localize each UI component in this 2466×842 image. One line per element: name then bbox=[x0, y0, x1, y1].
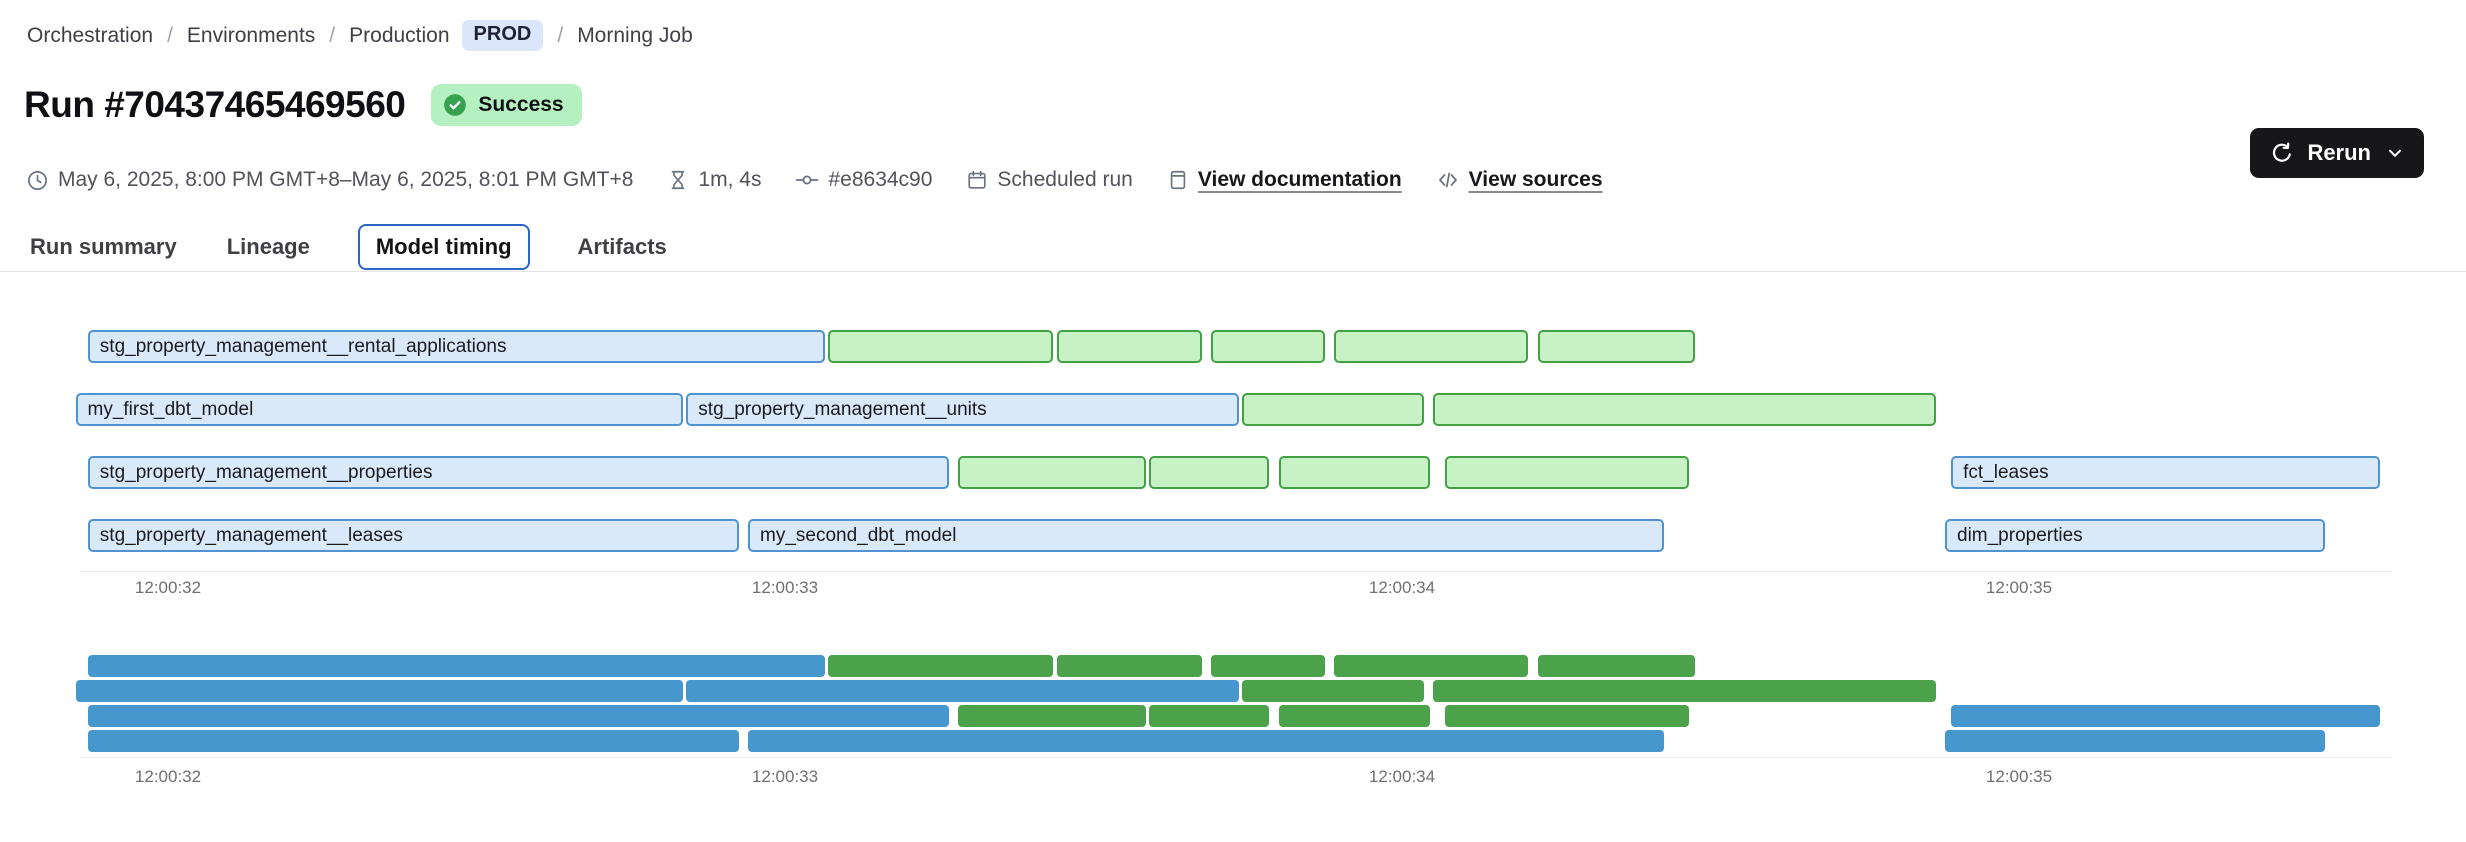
minimap-bar-model[interactable] bbox=[75, 680, 684, 702]
view-documentation-link[interactable]: View documentation bbox=[1197, 168, 1402, 191]
breadcrumb-morning-job[interactable]: Morning Job bbox=[577, 23, 693, 47]
axis-tick-label: 12:00:34 bbox=[1368, 767, 1436, 786]
breadcrumb-separator: / bbox=[329, 23, 336, 47]
minimap-bar-model[interactable] bbox=[87, 705, 949, 727]
gantt-bar-test[interactable] bbox=[1334, 330, 1529, 363]
minimap-bar-test[interactable] bbox=[1334, 655, 1529, 677]
rerun-button[interactable]: Rerun bbox=[2250, 128, 2424, 178]
minimap-bar-model[interactable] bbox=[1951, 705, 2380, 727]
tab-lineage[interactable]: Lineage bbox=[226, 234, 310, 259]
gantt-bar-model[interactable]: my_first_dbt_model bbox=[75, 393, 684, 426]
commit-icon bbox=[796, 175, 819, 185]
check-circle-icon bbox=[444, 94, 467, 116]
minimap-bar-model[interactable] bbox=[87, 730, 739, 752]
gantt-bar-model[interactable]: stg_property_management__rental_applicat… bbox=[87, 330, 826, 363]
gantt-bar-model[interactable]: dim_properties bbox=[1945, 519, 2325, 552]
minimap-bar-model[interactable] bbox=[748, 730, 1665, 752]
minimap-bar-test[interactable] bbox=[1210, 655, 1325, 677]
document-icon bbox=[1170, 170, 1186, 190]
axis-tick-label: 12:00:33 bbox=[751, 578, 819, 597]
minimap-bar-test[interactable] bbox=[1445, 705, 1689, 727]
tabs-divider bbox=[0, 271, 2466, 272]
minimap-bar-test[interactable] bbox=[1149, 705, 1270, 727]
calendar-icon bbox=[968, 170, 987, 189]
hourglass-icon bbox=[672, 170, 685, 190]
title-row: Run #70437465469560 Success bbox=[24, 84, 582, 126]
axis-tick-label: 12:00:32 bbox=[134, 767, 202, 786]
minimap-bar-test[interactable] bbox=[1432, 680, 1936, 702]
env-badge-prod: PROD bbox=[461, 20, 544, 51]
gantt-bar-test[interactable] bbox=[1241, 393, 1424, 426]
status-badge-label: Success bbox=[478, 93, 564, 116]
minimap-bar-test[interactable] bbox=[957, 705, 1147, 727]
gantt-bar-test[interactable] bbox=[1432, 393, 1936, 426]
status-badge: Success bbox=[431, 84, 582, 126]
tab-artifacts[interactable]: Artifacts bbox=[577, 234, 667, 259]
minimap-bar-test[interactable] bbox=[1278, 705, 1430, 727]
view-documentation: View documentation bbox=[1167, 168, 1402, 192]
gantt-axis-line bbox=[80, 571, 2392, 572]
gantt-bar-test[interactable] bbox=[1445, 456, 1689, 489]
tab-run-summary[interactable]: Run summary bbox=[30, 234, 177, 259]
gantt-bar-test[interactable] bbox=[957, 456, 1147, 489]
rerun-button-label: Rerun bbox=[2307, 140, 2371, 165]
gantt-bar-model[interactable]: fct_leases bbox=[1951, 456, 2380, 489]
minimap-bar-test[interactable] bbox=[1537, 655, 1696, 677]
view-sources-link[interactable]: View sources bbox=[1468, 168, 1603, 191]
gantt-bar-model[interactable]: stg_property_management__leases bbox=[87, 519, 739, 552]
axis-tick-label: 12:00:35 bbox=[1985, 578, 2053, 597]
breadcrumb-orchestration[interactable]: Orchestration bbox=[27, 23, 154, 47]
tab-model-timing[interactable]: Model timing bbox=[357, 224, 530, 270]
gantt-bar-test[interactable] bbox=[1056, 330, 1202, 363]
axis-tick-label: 12:00:34 bbox=[1368, 578, 1436, 597]
minimap-axis-line bbox=[80, 757, 2392, 758]
breadcrumb-production[interactable]: Production bbox=[349, 23, 450, 47]
gantt-bar-model[interactable]: stg_property_management__properties bbox=[87, 456, 949, 489]
minimap-bar-model[interactable] bbox=[686, 680, 1239, 702]
minimap-bar-test[interactable] bbox=[828, 655, 1054, 677]
run-duration-text: 1m, 4s bbox=[698, 168, 762, 191]
gantt-bar-model[interactable]: stg_property_management__units bbox=[686, 393, 1239, 426]
breadcrumb: Orchestration / Environments / Productio… bbox=[27, 20, 693, 51]
code-icon bbox=[1438, 172, 1457, 188]
tab-bar: Run summary Lineage Model timing Artifac… bbox=[28, 224, 669, 270]
run-duration: 1m, 4s bbox=[667, 168, 761, 192]
axis-tick-label: 12:00:33 bbox=[751, 767, 819, 786]
breadcrumb-separator: / bbox=[557, 23, 564, 47]
minimap-bar-test[interactable] bbox=[1056, 655, 1202, 677]
gantt-bar-model[interactable]: my_second_dbt_model bbox=[748, 519, 1665, 552]
run-meta-row: May 6, 2025, 8:00 PM GMT+8–May 6, 2025, … bbox=[26, 168, 1603, 192]
run-commit-text: #e8634c90 bbox=[828, 168, 933, 191]
gantt-bar-test[interactable] bbox=[1537, 330, 1696, 363]
run-commit: #e8634c90 bbox=[795, 168, 932, 192]
clock-icon bbox=[28, 170, 47, 190]
axis-tick-label: 12:00:35 bbox=[1985, 767, 2053, 786]
run-time-range: May 6, 2025, 8:00 PM GMT+8–May 6, 2025, … bbox=[26, 168, 633, 192]
view-sources: View sources bbox=[1436, 168, 1603, 192]
refresh-icon bbox=[2273, 142, 2292, 162]
minimap-bar-test[interactable] bbox=[1241, 680, 1424, 702]
gantt-bar-test[interactable] bbox=[828, 330, 1054, 363]
minimap-bar-model[interactable] bbox=[87, 655, 826, 677]
gantt-bar-test[interactable] bbox=[1149, 456, 1270, 489]
axis-tick-label: 12:00:32 bbox=[134, 578, 202, 597]
breadcrumb-separator: / bbox=[167, 23, 173, 47]
gantt-bar-test[interactable] bbox=[1278, 456, 1430, 489]
run-trigger: Scheduled run bbox=[966, 168, 1133, 192]
minimap-bar-model[interactable] bbox=[1945, 730, 2325, 752]
run-trigger-text: Scheduled run bbox=[997, 168, 1133, 191]
chevron-down-icon[interactable] bbox=[2384, 142, 2406, 164]
page-title: Run #70437465469560 bbox=[24, 84, 406, 125]
breadcrumb-environments[interactable]: Environments bbox=[186, 23, 316, 47]
gantt-bar-test[interactable] bbox=[1210, 330, 1325, 363]
run-time-range-text: May 6, 2025, 8:00 PM GMT+8–May 6, 2025, … bbox=[58, 168, 634, 191]
